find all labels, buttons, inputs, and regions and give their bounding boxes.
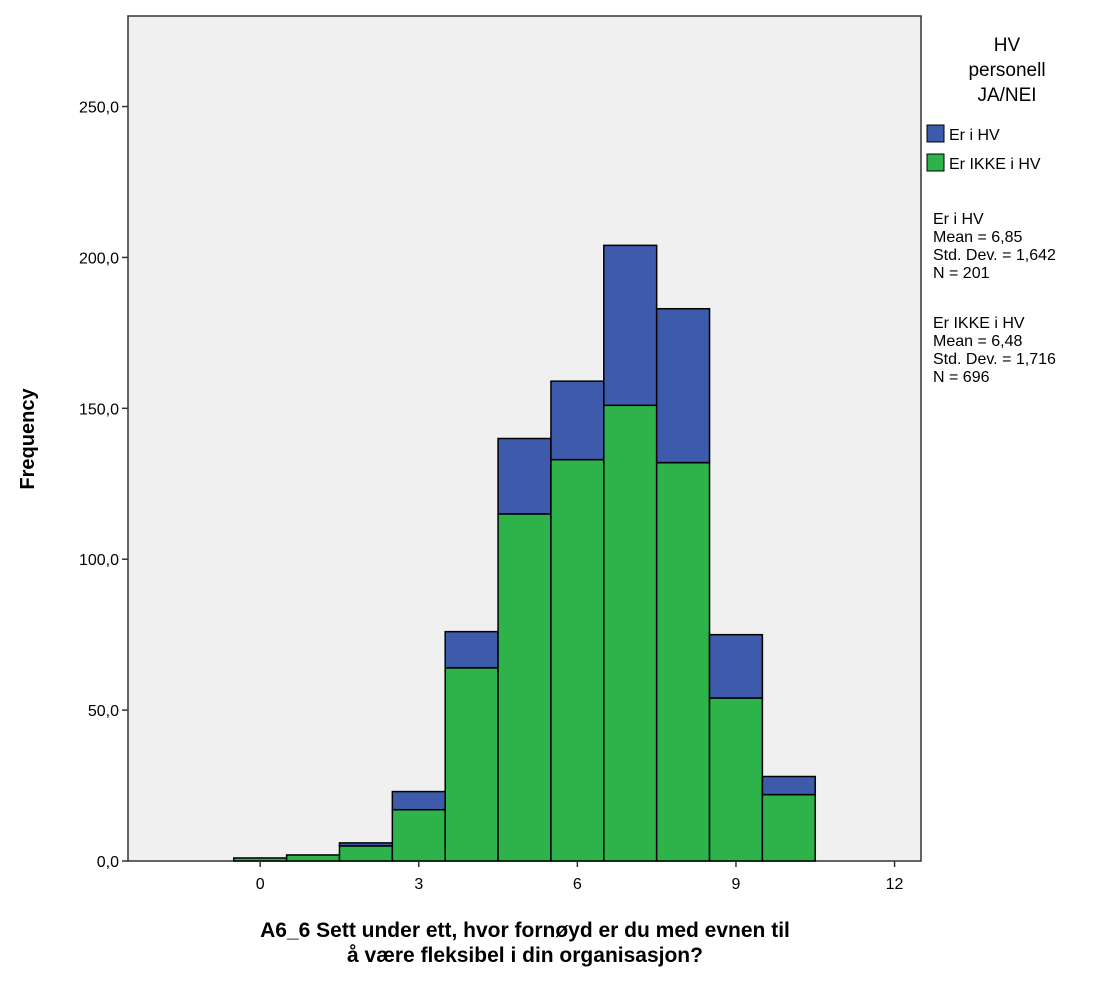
y-axis: 0,0 50,0 100,0 150,0 200,0 250,0: [79, 100, 128, 871]
legend-label-er-i-hv: Er i HV: [949, 127, 1000, 144]
bar-er-ikke-i-hv-bin-2: [338, 845, 394, 862]
bar-er-ikke-i-hv-bin-5: [497, 513, 552, 862]
y-tick-label: 250,0: [79, 100, 119, 117]
x-axis-label-line-2: å være fleksibel i din organisasjon?: [347, 944, 703, 967]
bar-er-i-hv-bin-3: [391, 790, 446, 811]
x-tick-label: 3: [414, 876, 423, 893]
stats-std-er-i-hv: Std. Dev. = 1,642: [933, 247, 1056, 264]
legend-title-line-1: HV: [994, 35, 1021, 56]
x-axis: 0 3 6 9 12: [256, 861, 904, 893]
legend-label-er-ikke-i-hv: Er IKKE i HV: [949, 156, 1041, 173]
y-tick-label: 200,0: [79, 250, 119, 267]
legend-title-line-2: personell: [968, 60, 1045, 81]
bar-er-i-hv-bin-2: [338, 842, 394, 847]
bar-er-i-hv-bin-5: [497, 437, 552, 515]
legend-title-line-3: JA/NEI: [977, 85, 1036, 106]
legend: HV personell JA/NEI Er i HV Er IKKE i HV: [926, 35, 1046, 173]
legend-swatch-er-i-hv: [926, 124, 945, 143]
bar-er-ikke-i-hv-bin-7: [603, 404, 658, 862]
stats-mean-er-ikke-i-hv: Mean = 6,48: [933, 333, 1023, 350]
stats-block: Er i HV Mean = 6,85 Std. Dev. = 1,642 N …: [933, 211, 1056, 386]
bar-er-i-hv-bin-10: [761, 775, 817, 796]
bars-group: [232, 244, 817, 862]
x-tick-label: 6: [573, 876, 582, 893]
bar-er-ikke-i-hv-bin-4: [444, 667, 499, 862]
y-tick-label: 150,0: [79, 401, 119, 418]
stats-group-label-er-i-hv: Er i HV: [933, 211, 984, 228]
bar-er-ikke-i-hv-bin-6: [550, 458, 605, 862]
stats-std-er-ikke-i-hv: Std. Dev. = 1,716: [933, 351, 1056, 368]
y-tick-label: 50,0: [88, 703, 119, 720]
bar-er-i-hv-bin-6: [550, 380, 605, 461]
bar-er-ikke-i-hv-bin-3: [391, 808, 446, 862]
bar-er-i-hv-bin-7: [603, 244, 658, 407]
bar-er-ikke-i-hv-bin-9: [708, 697, 764, 862]
x-tick-label: 9: [732, 876, 741, 893]
bar-er-ikke-i-hv-bin-1: [285, 854, 341, 862]
y-tick-label: 0,0: [97, 854, 119, 871]
stats-group-label-er-ikke-i-hv: Er IKKE i HV: [933, 315, 1025, 332]
stats-n-er-ikke-i-hv: N = 696: [933, 369, 990, 386]
y-axis-label: Frequency: [17, 388, 39, 490]
y-tick-label: 100,0: [79, 552, 119, 569]
stats-n-er-i-hv: N = 201: [933, 265, 990, 282]
bar-er-i-hv-bin-4: [444, 630, 499, 669]
bar-er-i-hv-bin-9: [708, 633, 764, 699]
x-tick-label: 0: [256, 876, 265, 893]
bar-er-ikke-i-hv-bin-0: [232, 857, 288, 862]
bar-er-ikke-i-hv-bin-10: [761, 793, 817, 862]
x-tick-label: 12: [886, 876, 904, 893]
x-axis-label-line-1: A6_6 Sett under ett, hvor fornøyd er du …: [260, 919, 790, 942]
bar-er-ikke-i-hv-bin-8: [655, 461, 711, 862]
stats-mean-er-i-hv: Mean = 6,85: [933, 229, 1023, 246]
legend-swatch-er-ikke-i-hv: [926, 153, 945, 172]
bar-er-i-hv-bin-8: [655, 307, 711, 464]
